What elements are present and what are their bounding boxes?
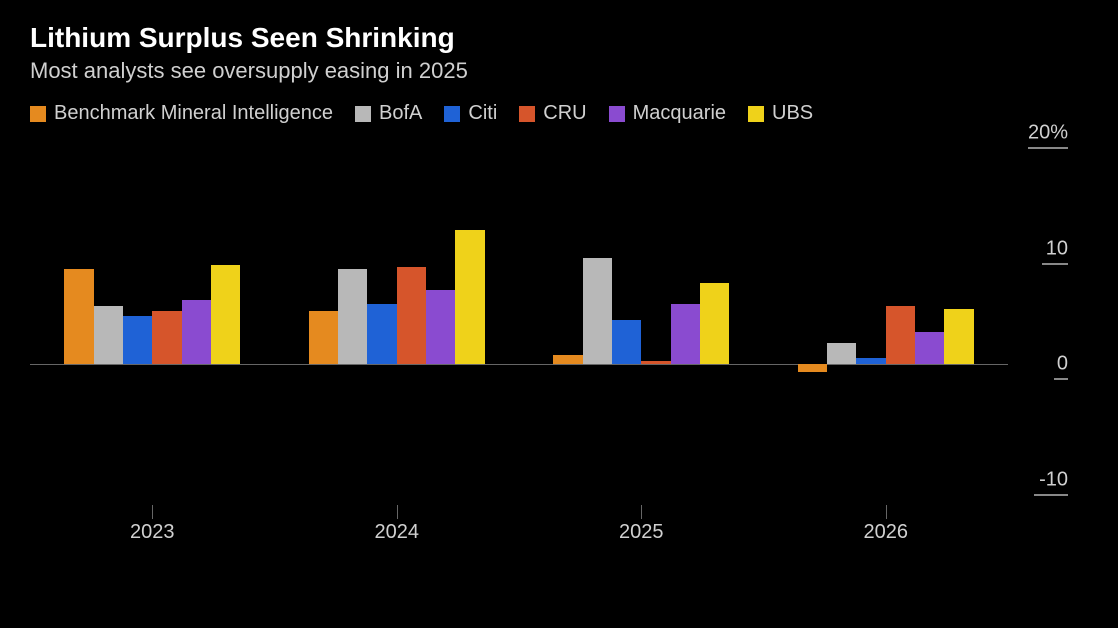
bar <box>553 355 582 364</box>
legend-item: Macquarie <box>609 102 726 125</box>
y-tick-underline <box>1054 378 1068 380</box>
chart-subtitle: Most analysts see oversupply easing in 2… <box>30 58 1088 84</box>
legend-swatch <box>30 106 46 122</box>
y-tick-underline <box>1034 494 1068 496</box>
bar <box>397 267 426 364</box>
x-tick-mark <box>886 505 887 519</box>
legend-item: UBS <box>748 102 813 125</box>
legend-label: Benchmark Mineral Intelligence <box>54 102 333 125</box>
plot-wrap: 20%100-102023202420252026 <box>30 133 1088 553</box>
bar <box>64 269 93 364</box>
bar <box>426 290 455 364</box>
legend-label: Macquarie <box>633 102 726 125</box>
bar <box>123 316 152 365</box>
legend-label: CRU <box>543 102 586 125</box>
y-tick-label: 20% <box>1028 122 1068 145</box>
plot-area <box>30 133 1008 503</box>
bar <box>94 306 123 364</box>
legend-item: BofA <box>355 102 422 125</box>
y-tick-label: 10 <box>1046 237 1068 260</box>
legend-swatch <box>748 106 764 122</box>
bar <box>309 311 338 364</box>
legend: Benchmark Mineral Intelligence BofA Citi CR… <box>30 102 1088 125</box>
legend-item: Citi <box>444 102 497 125</box>
bar <box>583 258 612 364</box>
bar <box>152 311 181 364</box>
bar <box>671 304 700 364</box>
y-tick-label: 0 <box>1057 353 1068 376</box>
bar <box>827 343 856 364</box>
legend-swatch <box>519 106 535 122</box>
y-tick-label: -10 <box>1039 468 1068 491</box>
bar <box>338 269 367 364</box>
legend-swatch <box>444 106 460 122</box>
bar <box>182 300 211 365</box>
bar <box>367 304 396 364</box>
x-tick-label: 2023 <box>130 521 175 544</box>
bar <box>612 320 641 364</box>
bar <box>211 265 240 364</box>
legend-item: Benchmark Mineral Intelligence <box>30 102 333 125</box>
legend-label: UBS <box>772 102 813 125</box>
x-tick-label: 2026 <box>864 521 909 544</box>
legend-label: Citi <box>468 102 497 125</box>
bar <box>455 230 484 364</box>
bar <box>856 358 885 364</box>
bar <box>798 364 827 372</box>
x-tick-label: 2025 <box>619 521 664 544</box>
legend-swatch <box>609 106 625 122</box>
chart-title: Lithium Surplus Seen Shrinking <box>30 22 1088 54</box>
x-tick-mark <box>152 505 153 519</box>
x-tick-label: 2024 <box>375 521 420 544</box>
baseline <box>30 364 1008 365</box>
legend-label: BofA <box>379 102 422 125</box>
x-tick-mark <box>397 505 398 519</box>
y-tick-underline <box>1028 147 1068 149</box>
y-tick-underline <box>1042 263 1068 265</box>
bar <box>641 361 670 364</box>
bar <box>700 283 729 364</box>
bar <box>944 309 973 365</box>
bar <box>915 332 944 364</box>
x-tick-mark <box>641 505 642 519</box>
chart-root: Lithium Surplus Seen Shrinking Most anal… <box>0 0 1118 628</box>
bar <box>886 306 915 364</box>
legend-item: CRU <box>519 102 586 125</box>
legend-swatch <box>355 106 371 122</box>
